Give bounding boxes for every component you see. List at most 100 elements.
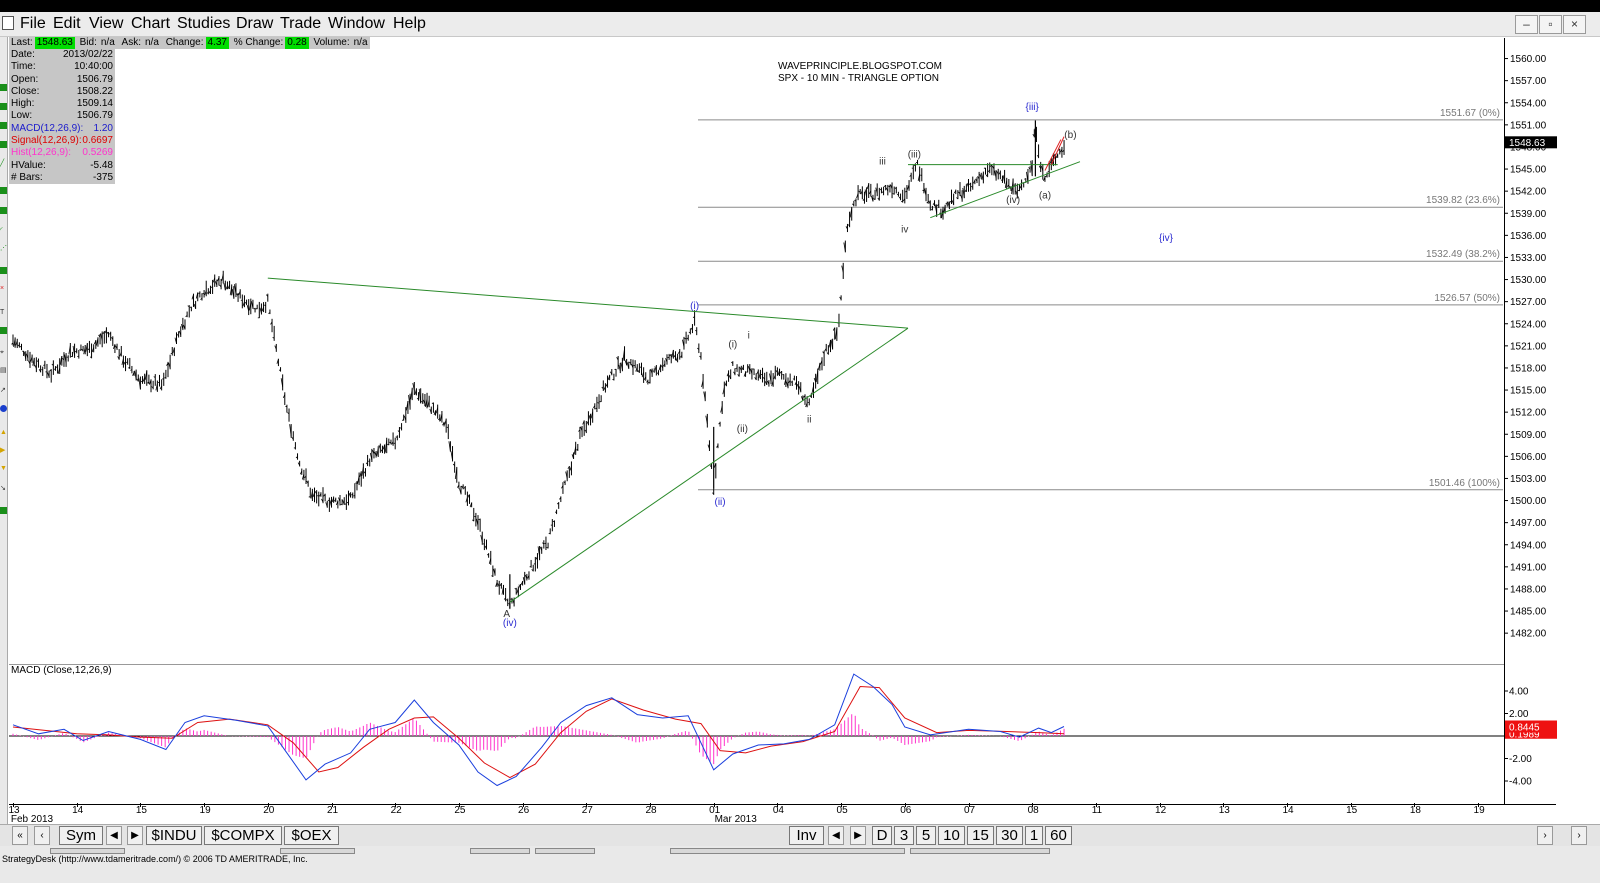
menu-file[interactable]: File — [20, 15, 46, 32]
price-bar-tick — [23, 351, 27, 360]
y-tick-label: 1503.00 — [1510, 474, 1547, 485]
delete-tool-icon[interactable]: × — [0, 285, 5, 292]
price-bar-tick — [1049, 160, 1052, 164]
alert-up-icon[interactable]: ▲ — [0, 429, 7, 436]
y-tick-label: 1545.00 — [1510, 165, 1547, 176]
quote-change-label: Change: — [165, 37, 204, 48]
menu-help[interactable]: Help — [393, 15, 426, 32]
app-icon[interactable] — [2, 16, 14, 30]
price-bar-tick — [121, 358, 124, 365]
price-bar-tick — [590, 411, 594, 419]
menu-chart[interactable]: Chart — [131, 15, 171, 32]
layout-tool-icon[interactable] — [0, 507, 7, 514]
price-bar-tick — [297, 462, 301, 466]
interval-next-arrow-icon[interactable]: ▶ — [850, 826, 866, 845]
sym-prev-arrow-icon[interactable]: ◀ — [106, 826, 122, 845]
symbol-tab-bar: « ‹ Sym ◀ ▶ $INDU $COMPX $OEX Inv ◀ ▶ D … — [0, 824, 1600, 846]
sym-next-arrow-icon[interactable]: ▶ — [127, 826, 143, 845]
alert-right-icon[interactable]: ▶ — [0, 447, 6, 454]
close-button[interactable]: × — [1563, 15, 1586, 34]
text-tool-icon[interactable]: T — [0, 309, 5, 316]
price-bar-tick — [410, 389, 413, 400]
prev-page-button[interactable]: ‹ — [34, 826, 50, 845]
alert-down-icon[interactable]: ▼ — [0, 465, 7, 472]
price-bar-tick — [155, 383, 158, 391]
line-tool-icon[interactable]: ╱ — [0, 160, 5, 167]
interval-daily[interactable]: D — [872, 826, 892, 845]
price-bar-tick — [951, 200, 955, 205]
price-bar-tick — [890, 184, 893, 190]
price-bar-tick — [682, 339, 685, 348]
price-bar-tick — [431, 402, 434, 405]
channel-tool-icon[interactable] — [0, 187, 7, 194]
price-bar-tick — [707, 444, 710, 450]
data-window-value: 0.5269 — [82, 147, 113, 159]
fib-tool-icon[interactable] — [0, 207, 7, 214]
fan-tool-icon[interactable]: ⋰ — [0, 245, 7, 252]
scroll-right-button[interactable]: › — [1537, 826, 1553, 845]
price-bar-tick — [820, 360, 823, 365]
price-bar-tick — [32, 358, 35, 366]
price-bar-tick — [809, 395, 812, 397]
inv-button[interactable]: Inv — [789, 826, 824, 845]
y-tick-label: 1521.00 — [1510, 341, 1547, 352]
rect-tool-icon[interactable] — [0, 267, 7, 274]
tab-compx[interactable]: $COMPX — [204, 826, 282, 845]
interval-60[interactable]: 60 — [1045, 826, 1072, 845]
wave-label: (iii) — [908, 149, 921, 160]
interval-30[interactable]: 30 — [996, 826, 1023, 845]
date-axis[interactable]: 13 14 15 19 20 21 22 25 26 27 28 01 04 05 06 07 08 11 12 13… — [8, 803, 1556, 825]
price-bar-tick — [83, 347, 86, 355]
date-tick-mark — [395, 803, 397, 807]
price-bar-tick — [968, 183, 971, 185]
price-plot-area[interactable] — [9, 38, 1504, 663]
price-bar-tick — [452, 463, 455, 466]
price-bar-tick — [461, 485, 464, 489]
price-bar-tick — [830, 339, 834, 350]
minimize-button[interactable]: – — [1515, 15, 1538, 34]
menu-studies[interactable]: Studies — [177, 15, 231, 32]
arc-tool-icon[interactable]: ◜ — [0, 227, 3, 234]
price-bar-tick — [261, 307, 264, 312]
price-bar-tick — [695, 330, 697, 332]
menu-window[interactable]: Window — [328, 15, 385, 32]
price-bar-tick — [329, 500, 332, 507]
interval-10[interactable]: 10 — [938, 826, 965, 845]
menu-edit[interactable]: Edit — [53, 15, 81, 32]
price-bar-tick — [975, 178, 978, 182]
cursor-tool-icon[interactable]: ⌖ — [0, 349, 4, 356]
print-tool-icon[interactable]: ▤ — [0, 367, 7, 374]
interval-3[interactable]: 3 — [894, 826, 914, 845]
os-top-strip — [0, 0, 1600, 12]
price-bar-tick — [312, 492, 315, 498]
data-window-value: 10:40:00 — [74, 61, 113, 73]
price-bar-tick — [894, 187, 897, 190]
first-page-button[interactable]: « — [12, 826, 28, 845]
interval-1[interactable]: 1 — [1025, 826, 1043, 845]
interval-5[interactable]: 5 — [916, 826, 936, 845]
interval-15[interactable]: 15 — [967, 826, 994, 845]
magnet-tool-icon[interactable]: ↘ — [0, 485, 6, 492]
circle-tool-icon[interactable] — [0, 405, 7, 412]
grid-tool-icon[interactable] — [0, 327, 7, 334]
menu-draw[interactable]: Draw — [236, 15, 274, 32]
select-tool-icon[interactable] — [0, 141, 7, 148]
data-window-row: Open: 1506.79 — [9, 74, 115, 86]
menu-trade[interactable]: Trade — [280, 15, 322, 32]
tab-oex[interactable]: $OEX — [284, 826, 339, 845]
price-bar-tick — [503, 597, 506, 600]
arrow-tool-icon[interactable]: ↗ — [0, 387, 6, 394]
interval-prev-arrow-icon[interactable]: ◀ — [828, 826, 844, 845]
price-bar-tick — [15, 340, 18, 346]
zoom-tool-icon[interactable] — [0, 103, 7, 110]
price-axis[interactable] — [1504, 38, 1556, 804]
pan-tool-icon[interactable] — [0, 122, 7, 129]
price-bar-tick — [136, 378, 139, 382]
crosshair-tool-icon[interactable] — [0, 84, 7, 91]
scroll-end-button[interactable]: › — [1571, 826, 1587, 845]
menu-view[interactable]: View — [89, 15, 124, 32]
date-tick-label: 14 — [1282, 805, 1294, 816]
restore-button[interactable]: ▫ — [1539, 15, 1562, 34]
sym-button[interactable]: Sym — [59, 826, 103, 845]
tab-indu[interactable]: $INDU — [146, 826, 202, 845]
